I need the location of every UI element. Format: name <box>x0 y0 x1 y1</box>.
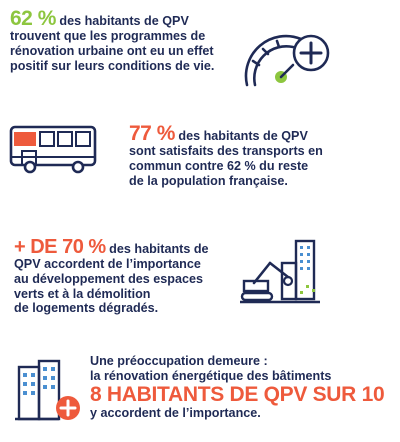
stat-block-1: 62 % des habitants de QPV trouvent que l… <box>10 7 250 73</box>
stat-value: 62 % <box>10 7 56 30</box>
stat-text: y accordent de l’importance. <box>90 405 261 420</box>
stat-block-4: Une préoccupation demeure : la rénovatio… <box>90 354 390 420</box>
stat-block-2: 77 % des habitants de QPV sont satisfait… <box>129 122 389 188</box>
gauge-plus-icon <box>244 34 330 87</box>
stat-value: + DE 70 % <box>14 236 106 258</box>
stat-text: rénovation urbaine ont eu un effet <box>10 43 214 58</box>
bus-icon <box>9 125 97 174</box>
stat-block-3: + DE 70 % des habitants de QPV accordent… <box>14 237 239 316</box>
stat-text: Une préoccupation demeure : <box>90 354 268 368</box>
stat-text: sont satisfaits des transports en <box>129 144 323 158</box>
stat-text: positif sur leurs conditions de vie. <box>10 58 215 73</box>
stat-text: commun contre 62 % du reste <box>129 158 309 173</box>
buildings-plus-icon <box>15 359 80 421</box>
stat-text: verts et à la démolition <box>14 286 151 301</box>
stat-highlight: 8 HABITANTS DE QPV SUR 10 <box>90 382 385 406</box>
stat-text: la rénovation énergétique des bâtiments <box>90 368 332 383</box>
stat-text: des habitants de QPV <box>55 14 189 28</box>
stat-text: trouvent que les programmes de <box>10 29 206 43</box>
stat-text: de la population française. <box>129 173 288 188</box>
stat-text: au développement des espaces <box>14 271 203 286</box>
stat-text: des habitants de <box>105 242 209 256</box>
stat-value: 77 % <box>129 122 175 145</box>
stat-line: + DE 70 % des habitants de <box>14 237 239 257</box>
demolition-excavator-icon <box>240 239 320 304</box>
stat-line: 77 % des habitants de QPV <box>129 122 389 145</box>
stat-text: des habitants de QPV <box>174 129 308 143</box>
stat-line: 62 % des habitants de QPV <box>10 7 250 30</box>
stat-text: de logements dégradés. <box>14 301 159 316</box>
stat-text: QPV accordent de l’importance <box>14 257 201 271</box>
